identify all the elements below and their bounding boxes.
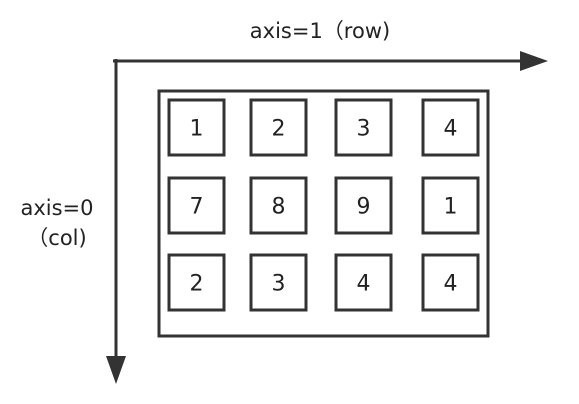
matrix-cell: 1 [167, 98, 226, 157]
matrix-cell-box [421, 98, 480, 157]
axis-row-arrow [113, 51, 548, 71]
matrix-cell-value: 4 [444, 272, 458, 297]
matrix-cell: 4 [421, 253, 480, 312]
matrix-cell: 8 [249, 176, 308, 235]
matrix-cell: 2 [249, 98, 308, 157]
matrix-cell: 4 [334, 253, 393, 312]
matrix-cell-value: 7 [190, 195, 204, 220]
matrix-cell-box [334, 98, 393, 157]
matrix-cell-box [167, 98, 226, 157]
matrix-cell-box [421, 176, 480, 235]
matrix-cell: 9 [334, 176, 393, 235]
matrix-cell-value: 1 [444, 195, 458, 220]
matrix-cell-box [334, 253, 393, 312]
matrix-cell-box [249, 98, 308, 157]
matrix-cell-value: 2 [272, 117, 286, 142]
matrix-cell-value: 3 [357, 117, 371, 142]
matrix-cell-value: 4 [444, 117, 458, 142]
matrix-cell-value: 1 [190, 117, 204, 142]
matrix-cell: 4 [421, 98, 480, 157]
matrix-cell-value: 9 [357, 195, 371, 220]
matrix-cells: 1 2 3 4 7 8 9 1 2 3 4 4 [167, 98, 480, 312]
matrix-cell-box [421, 253, 480, 312]
matrix-cell-box [334, 176, 393, 235]
matrix-cell-value: 4 [357, 272, 371, 297]
matrix-cell-value: 3 [272, 272, 286, 297]
matrix-cell: 1 [421, 176, 480, 235]
axis-col-label-line1: axis=0 [20, 196, 93, 220]
matrix-cell-value: 2 [190, 272, 204, 297]
matrix-cell: 3 [249, 253, 308, 312]
matrix-cell: 2 [167, 253, 226, 312]
matrix-cell-box [167, 176, 226, 235]
axis-col-label-line2: （col) [27, 226, 86, 250]
axis-row-label: axis=1（row) [250, 19, 390, 43]
matrix-frame [157, 89, 490, 338]
matrix-cell-box [167, 253, 226, 312]
matrix-cell-value: 8 [272, 195, 286, 220]
matrix-cell: 3 [334, 98, 393, 157]
matrix-cell: 7 [167, 176, 226, 235]
matrix-cell-box [249, 176, 308, 235]
matrix-cell-box [249, 253, 308, 312]
axis-col-arrow [106, 59, 126, 384]
